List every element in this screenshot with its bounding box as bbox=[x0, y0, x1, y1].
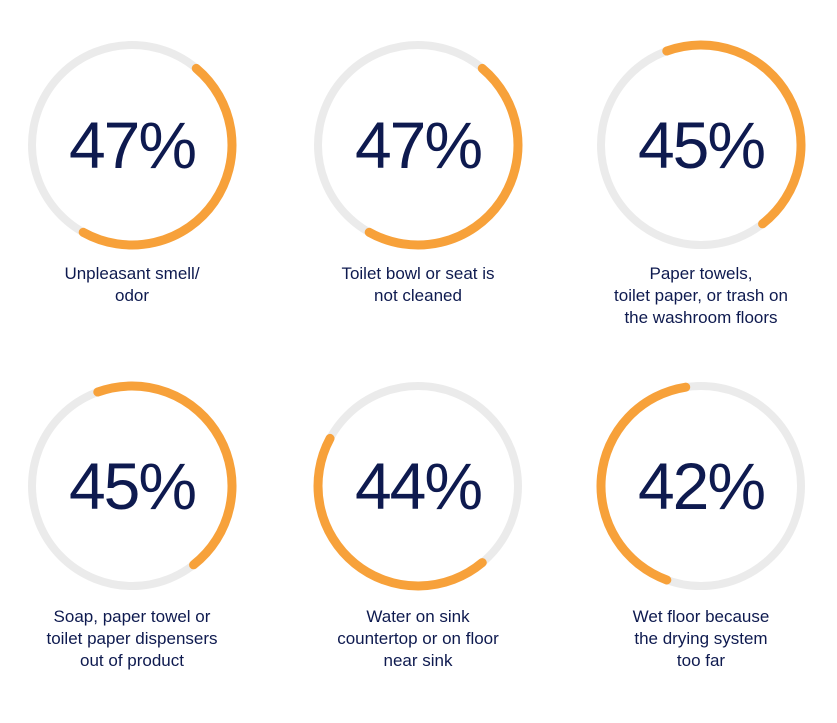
donut-ring bbox=[596, 382, 805, 590]
category-label: Paper towels, toilet paper, or trash on … bbox=[561, 263, 837, 329]
category-label-line: Toilet bowl or seat is bbox=[341, 264, 495, 283]
percentage-value: 42% bbox=[637, 449, 766, 523]
donut-ring bbox=[28, 381, 237, 590]
percentage-value: 47% bbox=[68, 108, 197, 182]
donut-ring bbox=[28, 41, 237, 250]
category-label-line: odor bbox=[114, 286, 150, 305]
category-label-line: Wet floor because bbox=[632, 607, 770, 626]
category-label-line: countertop or on floor bbox=[337, 629, 499, 648]
category-label-line: not cleaned bbox=[374, 286, 462, 305]
category-label-line: out of product bbox=[80, 651, 184, 670]
donut-arc-value bbox=[364, 63, 523, 250]
donut-ring bbox=[597, 40, 806, 249]
category-label: Water on sink countertop or on floor nea… bbox=[278, 606, 558, 672]
category-label-line: Unpleasant smell/ bbox=[64, 264, 200, 283]
category-label-line: the drying system bbox=[634, 629, 768, 648]
category-label-line: the washroom floors bbox=[624, 308, 778, 327]
category-label-line: toilet paper dispensers bbox=[46, 629, 218, 648]
donut-arc-value bbox=[93, 381, 237, 570]
category-label-line: near sink bbox=[383, 651, 453, 670]
category-label: Unpleasant smell/ odor bbox=[0, 263, 272, 307]
category-label-line: too far bbox=[676, 651, 726, 670]
donut-arc-value bbox=[662, 40, 806, 229]
percentage-value: 47% bbox=[354, 108, 483, 182]
category-label: Toilet bowl or seat is not cleaned bbox=[278, 263, 558, 307]
donut-arc-value bbox=[313, 433, 487, 591]
donut-arc-value bbox=[78, 63, 237, 250]
category-label: Wet floor because the drying system too … bbox=[561, 606, 837, 672]
percentage-value: 45% bbox=[637, 108, 766, 182]
percentage-value: 44% bbox=[354, 449, 483, 523]
category-label-line: Water on sink bbox=[366, 607, 470, 626]
donut-ring bbox=[313, 382, 522, 591]
donut-ring bbox=[314, 41, 523, 250]
donut-arc-value bbox=[596, 382, 691, 585]
category-label-line: Soap, paper towel or bbox=[53, 607, 211, 626]
category-label-line: toilet paper, or trash on bbox=[614, 286, 788, 305]
category-label: Soap, paper towel or toilet paper dispen… bbox=[0, 606, 272, 672]
category-label-line: Paper towels, bbox=[649, 264, 753, 283]
percentage-value: 45% bbox=[68, 449, 197, 523]
